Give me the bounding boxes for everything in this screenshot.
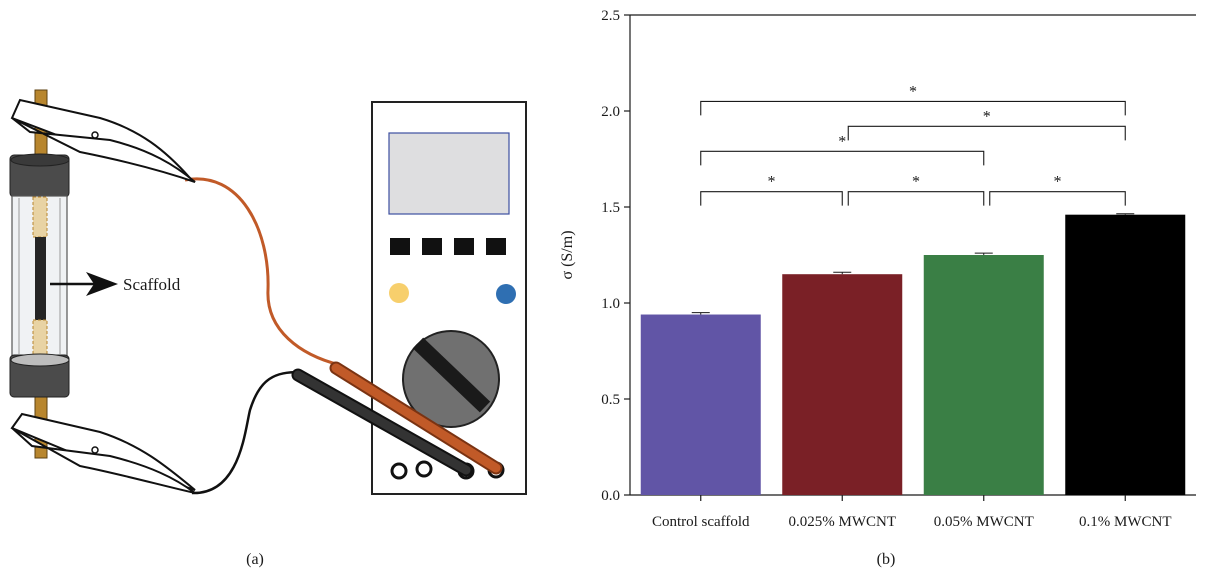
y-tick-label: 0.5	[601, 392, 620, 408]
x-tick-label: 0.05% MWCNT	[934, 514, 1034, 530]
sample-tube	[9, 153, 70, 398]
panel-a-illustration: Scaffold (a)	[9, 89, 527, 568]
multimeter-screen	[388, 132, 510, 215]
y-tick-label: 1.0	[601, 296, 620, 312]
bar	[782, 274, 903, 495]
bar	[1065, 214, 1186, 495]
significance-bracket	[700, 100, 1126, 116]
significance-bracket	[989, 191, 1126, 206]
bottom-alligator-clip	[10, 412, 196, 494]
rod-inside-top	[32, 196, 48, 238]
black-probe-fill	[293, 370, 471, 475]
significance-marker: *	[983, 108, 991, 125]
scaffold-arrow-head	[86, 272, 118, 296]
mode-button-2	[422, 238, 442, 255]
significance-bracket	[700, 150, 985, 166]
bottom-clip-jaw-lower	[11, 427, 196, 494]
black-lead-wire	[191, 370, 301, 495]
y-tick-label: 1.5	[601, 200, 620, 216]
tube-top-cap-rim	[10, 153, 70, 167]
red-lead-wire	[184, 177, 341, 367]
blue-button	[496, 284, 516, 304]
scaffold-label: Scaffold	[123, 275, 181, 294]
y-tick-label: 2.5	[601, 8, 620, 24]
y-tick-label: 0.0	[601, 488, 620, 504]
panel-b-chart: 0.0 0.5 1.0 1.5 2.0 2.5 Control scaffold 0.025%…	[559, 8, 1196, 568]
bar	[923, 255, 1044, 495]
jack-1	[390, 462, 408, 480]
x-tick-label: 0.1% MWCNT	[1079, 514, 1172, 530]
red-probe-fill	[331, 363, 501, 473]
top-clip-jaw-lower	[11, 117, 196, 183]
plot-area: 0.0 0.5 1.0 1.5 2.0 2.5 Control scaffold 0.025%…	[601, 8, 1196, 530]
significance-marker: *	[912, 174, 920, 191]
significance-marker: *	[909, 83, 917, 100]
significance-bracket	[847, 191, 985, 206]
significance-marker: *	[768, 174, 776, 191]
significance-bracket	[847, 125, 1126, 141]
panel-a-label: (a)	[246, 551, 264, 568]
tube-bottom-cap-rim	[10, 353, 70, 367]
y-axis-label: σ (S/m)	[559, 230, 576, 279]
mode-button-4	[486, 238, 506, 255]
top-clip-hole	[91, 131, 99, 139]
rod-inside-bottom	[32, 319, 48, 359]
y-tick-label: 2.0	[601, 104, 620, 120]
bottom-clip-hole	[91, 446, 99, 454]
scaffold-sample	[35, 237, 46, 321]
bar	[640, 314, 761, 495]
panel-b-label: (b)	[877, 551, 896, 568]
mode-button-3	[454, 238, 474, 255]
jack-2	[415, 460, 433, 478]
dial-pointer	[412, 337, 491, 413]
significance-marker: *	[838, 133, 846, 150]
significance-bracket	[700, 191, 843, 206]
x-tick-label: Control scaffold	[652, 514, 750, 530]
yellow-button	[389, 283, 409, 303]
mode-button-1	[390, 238, 410, 255]
significance-marker: *	[1054, 174, 1062, 191]
x-tick-label: 0.025% MWCNT	[789, 514, 897, 530]
top-alligator-clip	[10, 98, 196, 183]
